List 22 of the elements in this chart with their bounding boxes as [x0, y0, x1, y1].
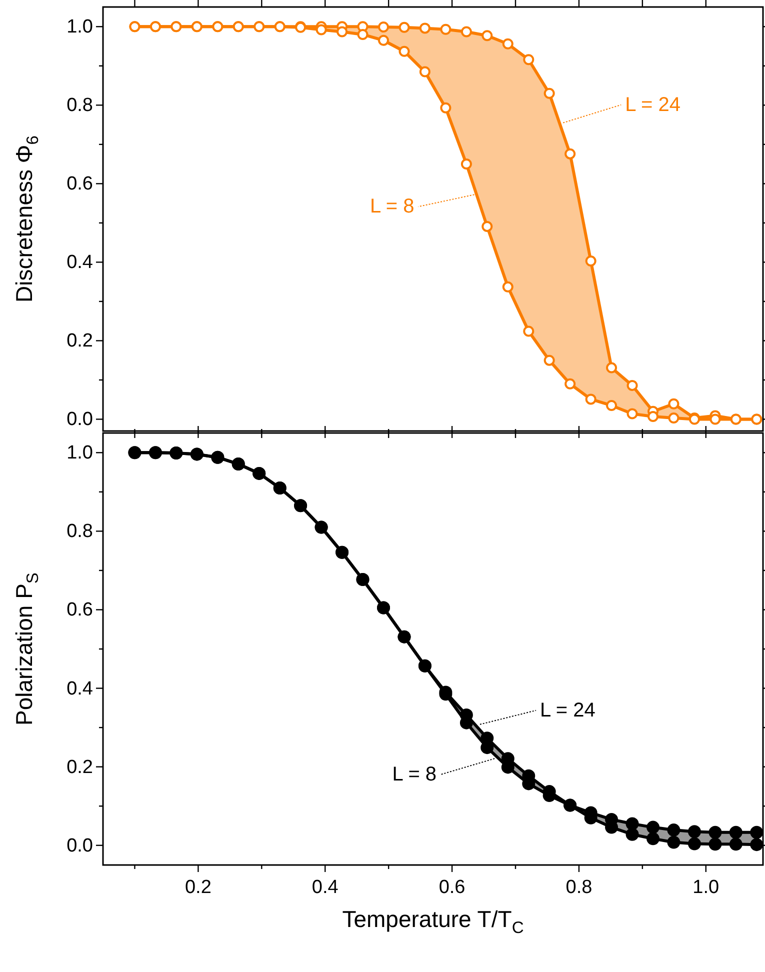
- annotation: L = 24: [540, 699, 596, 722]
- annotation: L = 8: [392, 764, 437, 786]
- y-tick-label: 0.8: [66, 95, 93, 116]
- y-tick-label: 0.6: [66, 174, 93, 195]
- y-tick-label: 0.0: [66, 409, 93, 430]
- x-tick-label: 1.0: [692, 877, 720, 898]
- y-tick-label: 0.0: [66, 835, 93, 856]
- y-tick-label: 0.2: [66, 756, 93, 778]
- annotation: L = 24: [625, 94, 681, 116]
- annotation: L = 8: [370, 196, 414, 218]
- y-tick-label: 0.6: [66, 600, 93, 621]
- x-tick-label: 0.6: [438, 877, 466, 898]
- y-tick-label: 1.0: [66, 442, 93, 464]
- y-tick-label: 0.4: [66, 678, 94, 700]
- y-tick-label: 0.8: [66, 521, 93, 542]
- y-tick-label: 0.4: [66, 252, 94, 274]
- x-tick-label: 0.2: [184, 877, 212, 898]
- y-tick-label: 0.2: [66, 330, 93, 352]
- x-tick-label: 0.8: [566, 877, 592, 898]
- x-tick-label: 0.4: [312, 877, 339, 898]
- y-tick-label: 1.0: [66, 16, 93, 38]
- x-axis-title: Temperature T/T$_{C}$: [342, 906, 524, 937]
